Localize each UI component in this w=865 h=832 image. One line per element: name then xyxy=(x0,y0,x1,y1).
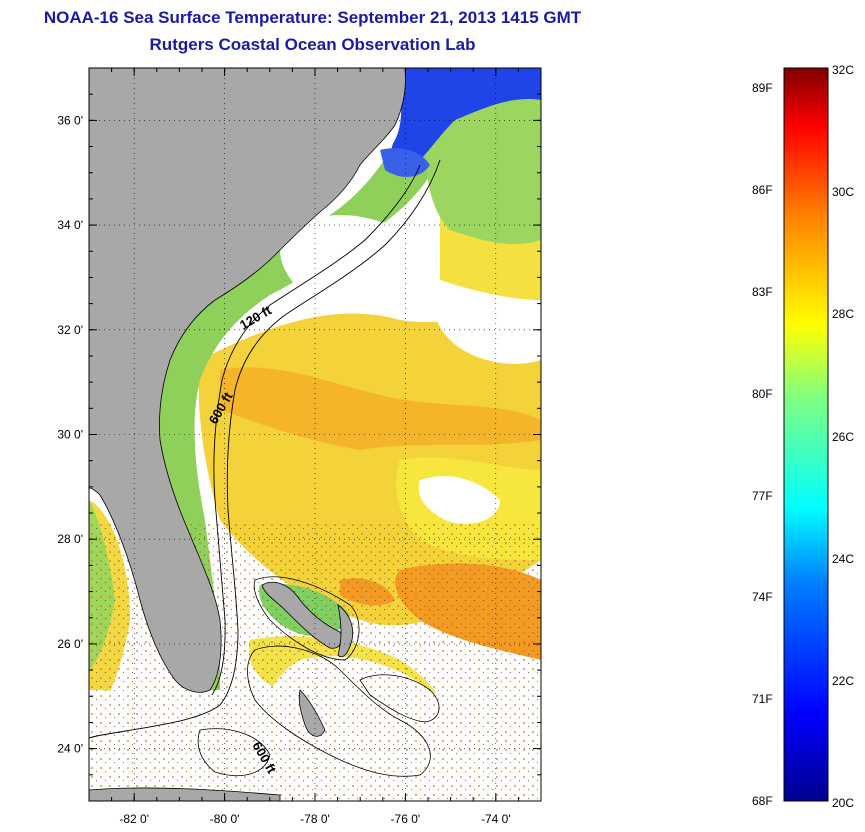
lat-lon-grid xyxy=(89,68,541,801)
contour-120ft xyxy=(211,164,421,696)
colorbar-celsius-label: 26C xyxy=(832,429,855,444)
colorbar-celsius-label: 28C xyxy=(832,307,855,322)
colorbar-fahrenheit-label: 80F xyxy=(752,386,773,401)
map-subtitle: Rutgers Coastal Ocean Observation Lab xyxy=(149,35,476,54)
sst-green-band xyxy=(150,120,433,690)
cuba-land xyxy=(89,787,281,801)
colorbar-fahrenheit-label: 77F xyxy=(752,488,773,503)
lon-tick-label: -74 0' xyxy=(481,812,511,826)
contour-bahamas xyxy=(247,645,431,777)
lat-tick-label: 24 0' xyxy=(57,742,83,756)
colorbar-fahrenheit-label: 71F xyxy=(752,692,773,707)
colorbar xyxy=(783,67,829,802)
bahamas-island xyxy=(298,689,326,737)
land-mass xyxy=(89,68,406,693)
colorbar-celsius-label: 22C xyxy=(832,673,855,688)
contour-600ft xyxy=(89,159,441,739)
lon-tick-label: -76 0' xyxy=(391,812,421,826)
cloud-patch xyxy=(280,215,431,311)
colorbar-celsius-label: 20C xyxy=(832,796,855,810)
colorbar-fahrenheit-label: 68F xyxy=(752,794,773,808)
cloud-patch xyxy=(418,476,500,524)
map-image xyxy=(89,68,541,801)
colorbar-fahrenheit-label: 83F xyxy=(752,284,773,299)
sst-cold-patch xyxy=(391,68,541,162)
colorbar-fahrenheit-label: 86F xyxy=(752,183,773,198)
sst-green-band xyxy=(426,95,541,245)
contour-bahamas xyxy=(253,576,360,661)
lat-tick-label: 34 0' xyxy=(57,218,83,232)
lat-tick-label: 36 0' xyxy=(57,113,83,127)
colorbar-celsius-label: 30C xyxy=(832,185,855,200)
lat-tick-label: 26 0' xyxy=(57,637,83,651)
lon-tick-label: -82 0' xyxy=(119,812,149,826)
lat-tick-label: 28 0' xyxy=(57,532,83,546)
colorbar-fahrenheit-label: 74F xyxy=(752,590,773,605)
lon-tick-label: -78 0' xyxy=(300,812,330,826)
colorbar-celsius-label: 32C xyxy=(832,63,855,77)
axis-ticks: 36 0' 34 0' 32 0' 30 0' 28 0' 26 0' 24 0' -82 0… xyxy=(57,67,542,826)
colorbar-fahrenheit-label: 89F xyxy=(752,81,773,96)
lon-tick-label: -80 0' xyxy=(210,812,240,826)
sst-orange-patch xyxy=(220,367,541,450)
map-title: NOAA-16 Sea Surface Temperature: Septemb… xyxy=(43,8,582,27)
lat-tick-label: 32 0' xyxy=(57,323,83,337)
colorbar-celsius-label: 24C xyxy=(832,551,855,566)
cloud-patch xyxy=(435,295,541,364)
contour-south xyxy=(197,728,271,776)
contour-bahamas xyxy=(359,674,440,723)
lat-tick-label: 30 0' xyxy=(57,428,83,442)
